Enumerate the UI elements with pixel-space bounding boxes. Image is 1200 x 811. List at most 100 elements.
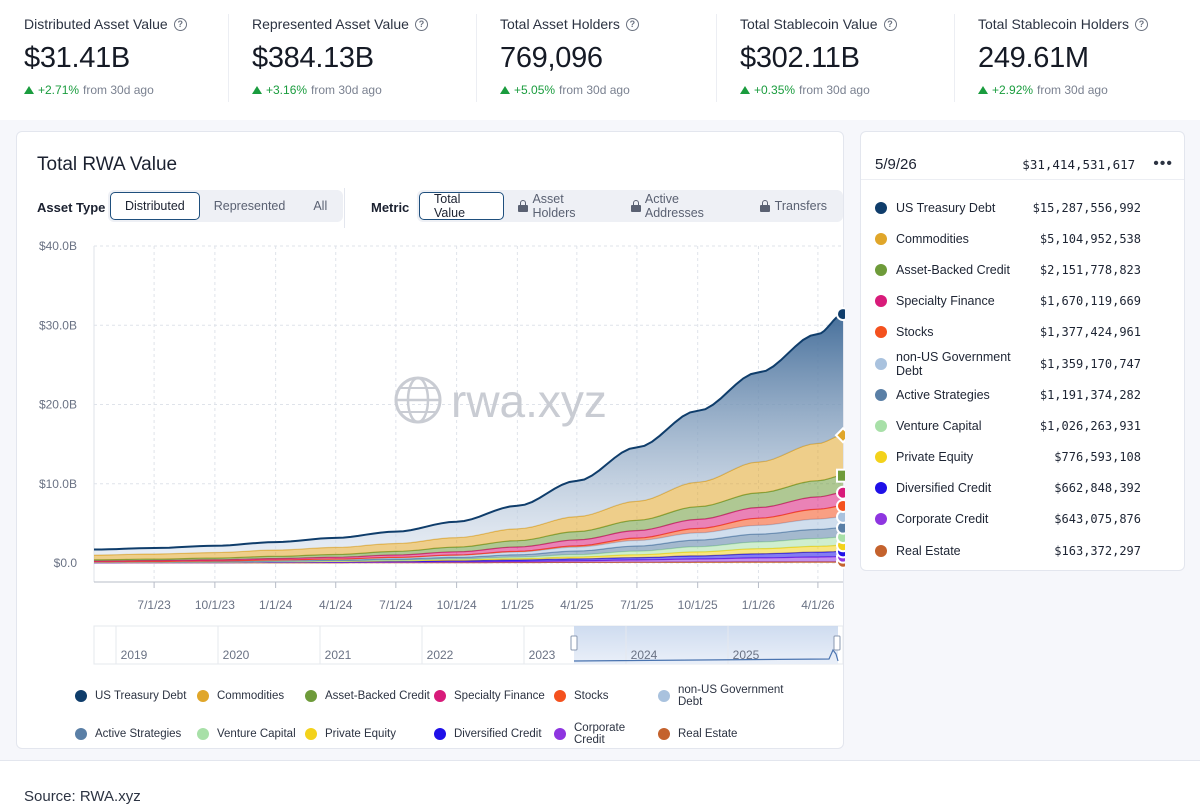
area-diversified-credit — [94, 551, 843, 563]
detail-row: Stocks $1,377,424,961 — [875, 317, 1141, 348]
legend-item[interactable]: Diversified Credit — [434, 722, 554, 746]
detail-value: $1,359,170,747 — [1039, 356, 1141, 371]
detail-row: Real Estate $163,372,297 — [875, 535, 1141, 566]
detail-swatch — [875, 263, 887, 276]
change-value: +2.71% — [38, 83, 80, 97]
area-specialty-finance — [94, 492, 843, 562]
detail-swatch — [875, 513, 887, 526]
detail-swatch — [875, 201, 887, 214]
stat-label: Total Asset Holders? — [500, 16, 716, 32]
help-icon[interactable]: ? — [414, 17, 428, 31]
y-tick-label: $30.0B — [39, 318, 77, 332]
legend-item[interactable]: Asset-Backed Credit — [305, 684, 434, 708]
area-commodities — [94, 435, 843, 560]
legend-label: Venture Capital — [217, 728, 296, 740]
legend-item[interactable]: Specialty Finance — [434, 684, 554, 708]
detail-row: Specialty Finance $1,670,119,669 — [875, 286, 1141, 317]
legend-label: Diversified Credit — [454, 728, 542, 740]
detail-name: Commodities — [896, 231, 969, 246]
stat-change: +0.35% from 30d ago — [740, 83, 954, 97]
navigator-year-label: 2025 — [733, 648, 760, 662]
detail-value: $1,191,374,282 — [1039, 387, 1141, 402]
x-tick-label: 10/1/25 — [678, 598, 718, 612]
detail-name: Diversified Credit — [896, 481, 992, 496]
area-non-us-government-debt — [94, 516, 843, 563]
stat-label-text: Total Stablecoin Holders — [978, 16, 1129, 32]
stat-value: $302.11B — [740, 42, 860, 74]
navigator-year-label: 2021 — [325, 648, 352, 662]
marker-stocks — [836, 498, 845, 513]
line-us-treasury-debt — [94, 313, 844, 551]
marker-specialty-finance — [836, 485, 845, 500]
detail-list: US Treasury Debt $15,287,556,992 Commoditi… — [875, 192, 1141, 566]
x-tick-label: 7/1/23 — [137, 598, 171, 612]
stat-label-text: Total Asset Holders — [500, 16, 620, 32]
stat-label: Represented Asset Value? — [252, 16, 476, 32]
navigator-year-label: 2024 — [631, 648, 658, 662]
stacked-areas — [93, 313, 844, 564]
detail-value: $643,075,876 — [1054, 512, 1141, 527]
metric-active-addresses-button[interactable]: Active Addresses — [617, 192, 746, 220]
help-icon[interactable]: ? — [173, 17, 187, 31]
stat-distributed-asset-value: Distributed Asset Value? $31.41B +2.71% f… — [0, 0, 228, 120]
detail-name: US Treasury Debt — [896, 200, 996, 215]
range-navigator[interactable]: 2019 2020 2021 2022 2023 2024 2025 — [93, 625, 844, 665]
arrow-up-icon — [252, 86, 262, 94]
y-axis: $40.0B $30.0B $20.0B $10.0B $0.0 — [39, 239, 77, 570]
x-axis: 7/1/23 10/1/23 1/1/24 4/1/24 7/1/24 10/1/24 1/… — [94, 581, 843, 612]
legend-label: Corporate Credit — [574, 722, 626, 746]
help-icon[interactable]: ? — [625, 17, 639, 31]
legend-swatch — [305, 728, 317, 740]
area-corporate-credit — [94, 556, 843, 563]
stat-total-asset-holders: Total Asset Holders? 769,096 +5.05% from … — [476, 0, 716, 120]
asset-type-distributed-button[interactable]: Distributed — [110, 192, 200, 220]
metric-transfers-button[interactable]: Transfers — [746, 192, 841, 220]
legend-label: non-US Government Debt — [678, 684, 784, 708]
asset-type-all-button[interactable]: All — [313, 199, 328, 213]
change-value: +0.35% — [754, 83, 796, 97]
detail-value: $163,372,297 — [1054, 543, 1141, 558]
legend-item[interactable]: Private Equity — [305, 722, 434, 746]
navigator-year-label: 2023 — [529, 648, 556, 662]
legend-item[interactable]: Real Estate — [658, 722, 808, 746]
grid-lines — [93, 245, 843, 582]
help-icon[interactable]: ? — [1134, 17, 1148, 31]
change-suffix: from 30d ago — [1037, 83, 1108, 97]
change-value: +5.05% — [514, 83, 556, 97]
arrow-up-icon — [740, 86, 750, 94]
stat-change: +2.92% from 30d ago — [978, 83, 1200, 97]
detail-name: Asset-Backed Credit — [896, 262, 1010, 277]
navigator-right-handle — [833, 635, 841, 651]
legend-label: US Treasury Debt — [95, 690, 187, 702]
stat-label-text: Represented Asset Value — [252, 16, 409, 32]
change-value: +3.16% — [266, 83, 308, 97]
legend-item[interactable]: Corporate Credit — [554, 722, 658, 746]
legend-item[interactable]: Venture Capital — [197, 722, 305, 746]
legend-item[interactable]: Commodities — [197, 684, 305, 708]
metric-total-value-button[interactable]: Total Value — [419, 192, 505, 220]
help-icon[interactable]: ? — [883, 17, 897, 31]
legend-swatch — [197, 728, 209, 740]
navigator-year-label: 2022 — [427, 648, 454, 662]
legend-item[interactable]: non-US Government Debt — [658, 684, 808, 708]
detail-date: 5/9/26 — [875, 155, 917, 173]
rwa-area-chart[interactable]: $40.0B $30.0B $20.0B $10.0B $0.0 7/1/23 10/1/… — [17, 132, 845, 672]
legend-item[interactable]: Active Strategies — [75, 722, 197, 746]
metric-toggle: Total Value Asset Holders Active Address… — [417, 190, 843, 222]
more-options-icon[interactable]: ••• — [1153, 155, 1173, 172]
marker-asset-backed-credit — [836, 468, 845, 483]
asset-type-toggle: Distributed Represented All — [108, 190, 344, 222]
area-venture-capital — [94, 537, 843, 563]
legend-item[interactable]: Stocks — [554, 684, 658, 708]
y-tick-label: $40.0B — [39, 239, 77, 253]
legend-item[interactable]: US Treasury Debt — [75, 684, 197, 708]
asset-type-represented-button[interactable]: Represented — [213, 199, 286, 213]
detail-row: Private Equity $776,593,108 — [875, 442, 1141, 473]
change-suffix: from 30d ago — [559, 83, 630, 97]
metric-asset-holders-button[interactable]: Asset Holders — [504, 192, 616, 220]
detail-row: Asset-Backed Credit $2,151,778,823 — [875, 254, 1141, 285]
stat-label-text: Total Stablecoin Value — [740, 16, 878, 32]
stat-total-stablecoin-value: Total Stablecoin Value? $302.11B +0.35% f… — [716, 0, 954, 120]
total-rwa-value-panel: Total RWA Value Asset Type Distributed R… — [16, 131, 845, 749]
detail-row: Corporate Credit $643,075,876 — [875, 504, 1141, 535]
